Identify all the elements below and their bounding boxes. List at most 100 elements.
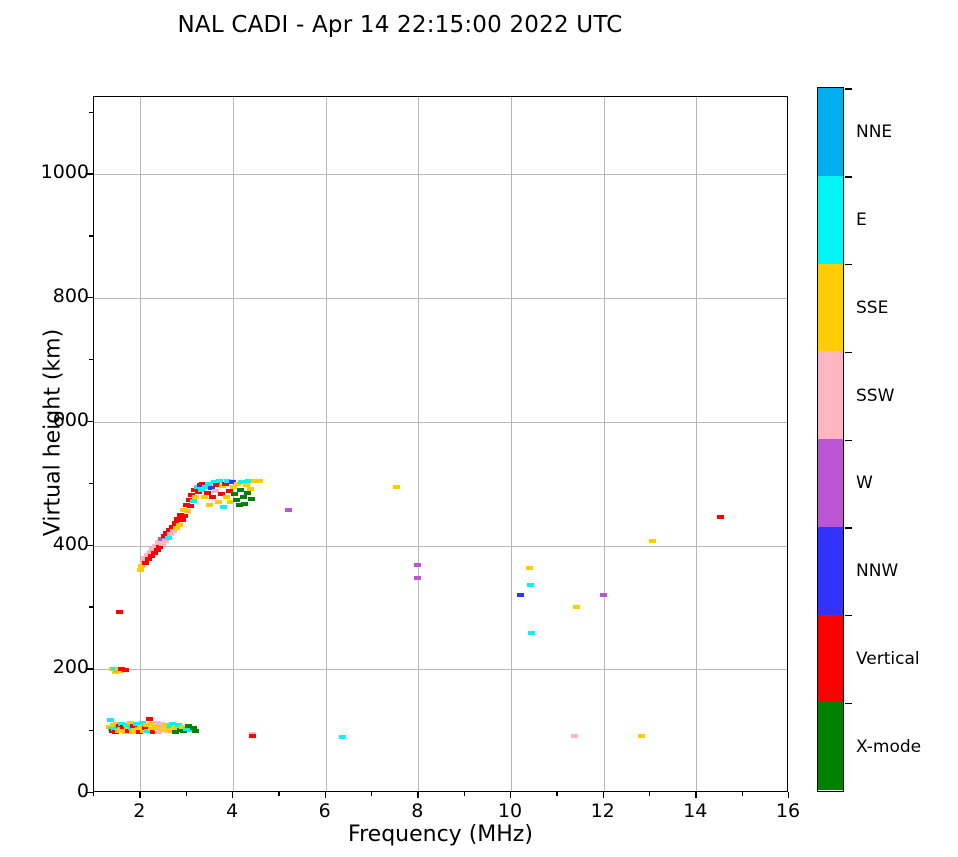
data-point xyxy=(716,515,724,520)
data-point xyxy=(145,716,153,721)
data-point xyxy=(172,729,179,734)
gridline-horizontal xyxy=(94,669,787,671)
x-axis-tick xyxy=(510,792,512,798)
y-axis-tick-label: 400 xyxy=(52,532,89,555)
data-point xyxy=(527,582,534,587)
gridline-horizontal xyxy=(94,421,787,423)
data-point xyxy=(180,729,188,734)
data-point xyxy=(107,718,115,722)
data-point xyxy=(112,721,120,726)
data-point xyxy=(184,724,192,729)
colorbar[interactable] xyxy=(817,87,844,792)
data-point xyxy=(228,479,236,484)
colorbar-band-w[interactable] xyxy=(818,439,843,527)
colorbar-label-w: W xyxy=(856,473,873,494)
data-point xyxy=(169,721,177,726)
data-point xyxy=(210,480,218,485)
data-point xyxy=(516,593,524,597)
data-point xyxy=(146,549,154,554)
data-point xyxy=(149,546,157,551)
data-point xyxy=(144,729,152,734)
y-axis-tick xyxy=(89,730,93,732)
x-axis-tick-label: 12 xyxy=(590,800,615,822)
data-point xyxy=(138,563,146,568)
gridline-vertical xyxy=(325,97,327,791)
data-point xyxy=(122,667,129,672)
data-point xyxy=(170,529,178,534)
data-point xyxy=(116,609,123,614)
data-point xyxy=(121,730,129,735)
x-axis-tick-label: 4 xyxy=(225,800,239,822)
data-point xyxy=(157,537,165,542)
data-point xyxy=(600,593,608,597)
x-axis-tick xyxy=(463,792,466,796)
colorbar-band-nne[interactable] xyxy=(818,88,843,176)
data-point xyxy=(638,734,646,739)
data-point xyxy=(242,482,250,487)
x-axis-tick xyxy=(232,792,234,798)
data-point xyxy=(135,729,143,734)
data-point xyxy=(166,724,174,729)
colorbar-band-sse[interactable] xyxy=(818,263,843,352)
data-point xyxy=(168,525,176,529)
x-axis-tick-label: 14 xyxy=(683,800,708,822)
colorbar-band-ssw[interactable] xyxy=(818,351,843,440)
data-point xyxy=(202,484,210,489)
x-axis-tick xyxy=(417,792,419,798)
colorbar-band-nnw[interactable] xyxy=(818,526,843,615)
data-point xyxy=(231,492,239,497)
data-point xyxy=(213,482,221,487)
gridline-vertical xyxy=(140,97,142,791)
colorbar-label-x-mode: X-mode xyxy=(856,736,922,757)
colorbar-band-vertical[interactable] xyxy=(818,614,843,703)
colorbar-band-x-mode[interactable] xyxy=(818,702,843,791)
x-axis-tick xyxy=(324,792,327,798)
x-axis-tick-label: 16 xyxy=(775,800,801,822)
data-point xyxy=(192,495,200,500)
data-point xyxy=(179,507,187,512)
data-point xyxy=(192,729,199,734)
data-point xyxy=(156,544,164,549)
x-axis-tick-label: 8 xyxy=(411,800,424,822)
data-point xyxy=(177,512,185,517)
data-point xyxy=(413,563,421,568)
data-point xyxy=(182,726,190,731)
plot-area[interactable] xyxy=(93,96,788,792)
data-point xyxy=(171,521,179,526)
y-axis-tick xyxy=(87,420,93,423)
data-point xyxy=(173,526,180,531)
x-axis-tick xyxy=(695,792,697,798)
data-point xyxy=(141,726,149,730)
data-point xyxy=(149,730,157,735)
data-point xyxy=(189,726,197,730)
data-point xyxy=(178,725,186,730)
data-point xyxy=(211,489,219,494)
data-point xyxy=(188,492,196,497)
gridline-vertical xyxy=(418,97,420,791)
colorbar-band-e[interactable] xyxy=(818,175,843,264)
data-point xyxy=(126,721,134,726)
y-axis-tick-label: 200 xyxy=(52,656,89,679)
data-point xyxy=(199,481,207,486)
colorbar-label-e: E xyxy=(856,210,867,231)
data-point xyxy=(137,724,145,729)
y-axis-tick xyxy=(87,668,93,670)
data-point xyxy=(232,497,240,502)
data-point xyxy=(528,631,536,636)
data-point xyxy=(526,566,533,571)
data-point xyxy=(573,605,581,610)
x-axis-tick xyxy=(371,792,373,796)
gridline-horizontal xyxy=(94,545,787,547)
data-point xyxy=(236,487,244,492)
data-point xyxy=(142,560,150,565)
data-point xyxy=(221,481,229,486)
data-point xyxy=(163,531,171,536)
data-point xyxy=(156,724,164,729)
data-point xyxy=(159,541,167,546)
colorbar-tick xyxy=(845,439,852,441)
y-axis-tick-label: 1000 xyxy=(40,161,89,184)
data-point xyxy=(167,532,175,537)
data-point xyxy=(122,722,130,727)
colorbar-tick xyxy=(845,351,852,354)
